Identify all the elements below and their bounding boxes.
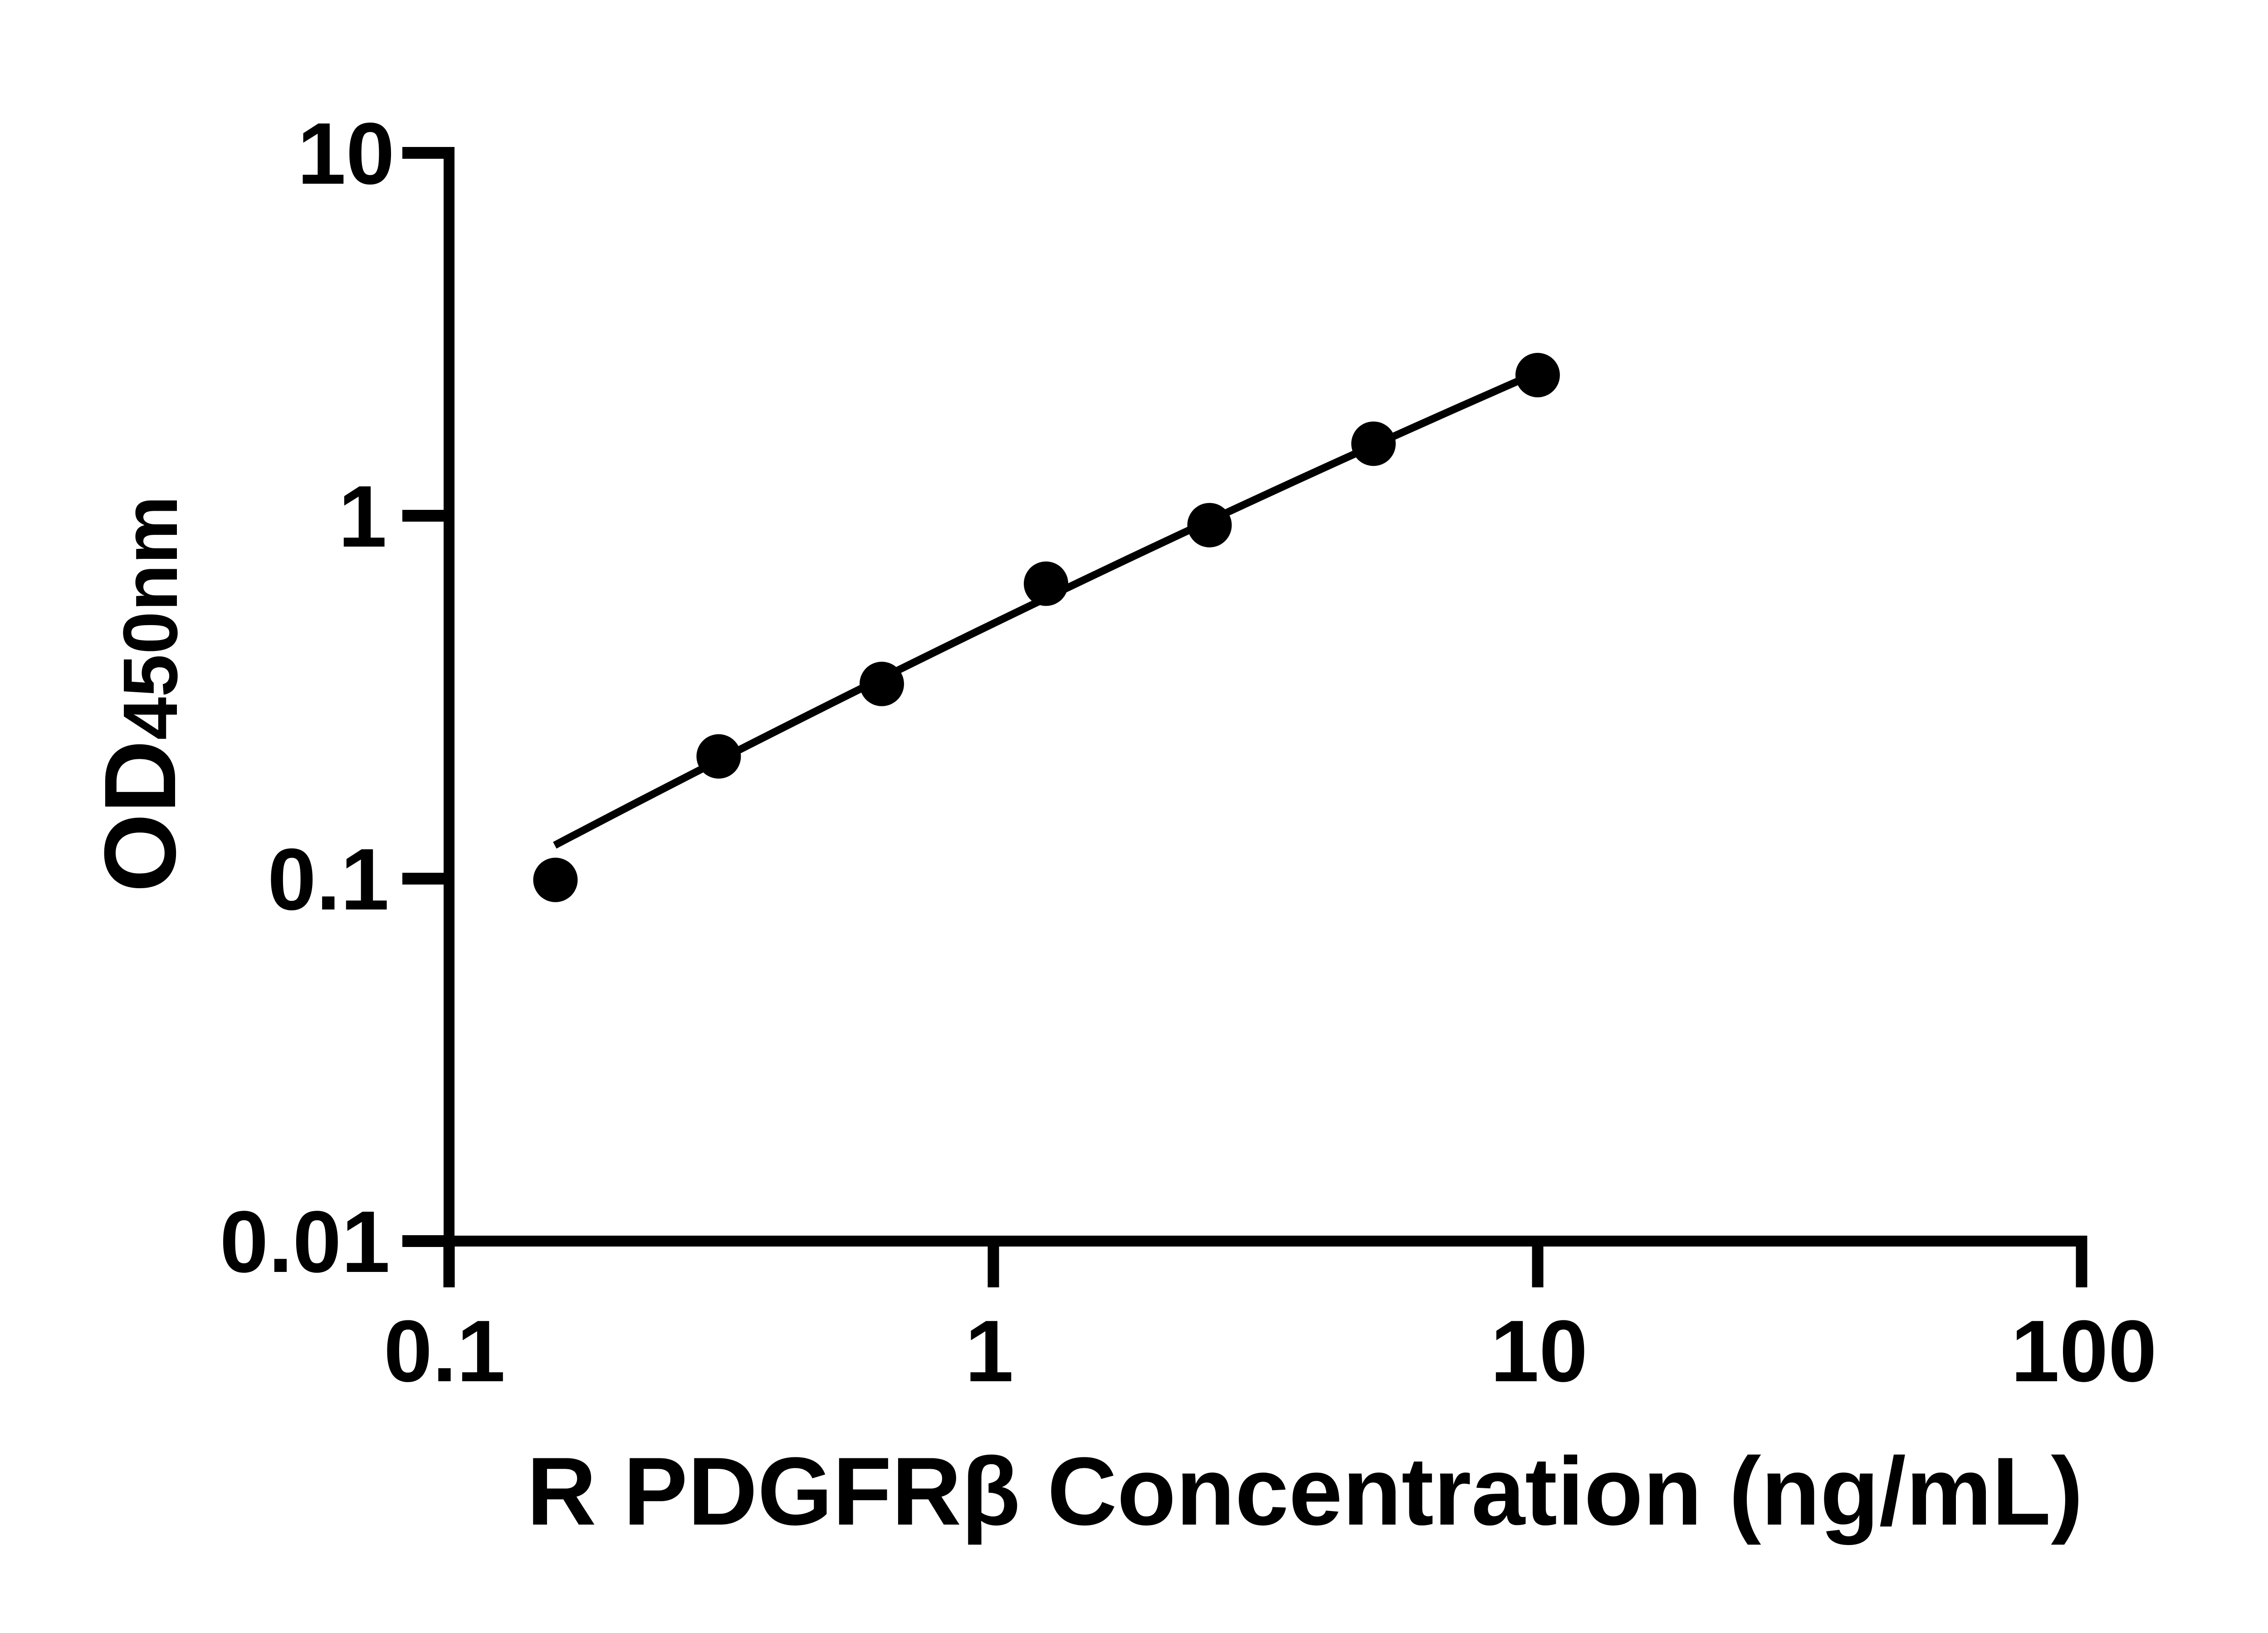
svg-text:0.01: 0.01 bbox=[220, 1193, 390, 1291]
svg-text:1: 1 bbox=[338, 467, 387, 565]
svg-text:OD450nm: OD450nm bbox=[83, 496, 197, 893]
svg-text:R PDGFRβ Concentration (ng/mL): R PDGFRβ Concentration (ng/mL) bbox=[527, 1437, 2083, 1545]
svg-text:1: 1 bbox=[965, 1302, 1013, 1400]
svg-text:100: 100 bbox=[2011, 1302, 2157, 1400]
svg-text:10: 10 bbox=[297, 104, 395, 202]
svg-text:10: 10 bbox=[1491, 1302, 1588, 1400]
svg-text:0.1: 0.1 bbox=[384, 1302, 505, 1400]
svg-text:0.1: 0.1 bbox=[268, 830, 389, 928]
